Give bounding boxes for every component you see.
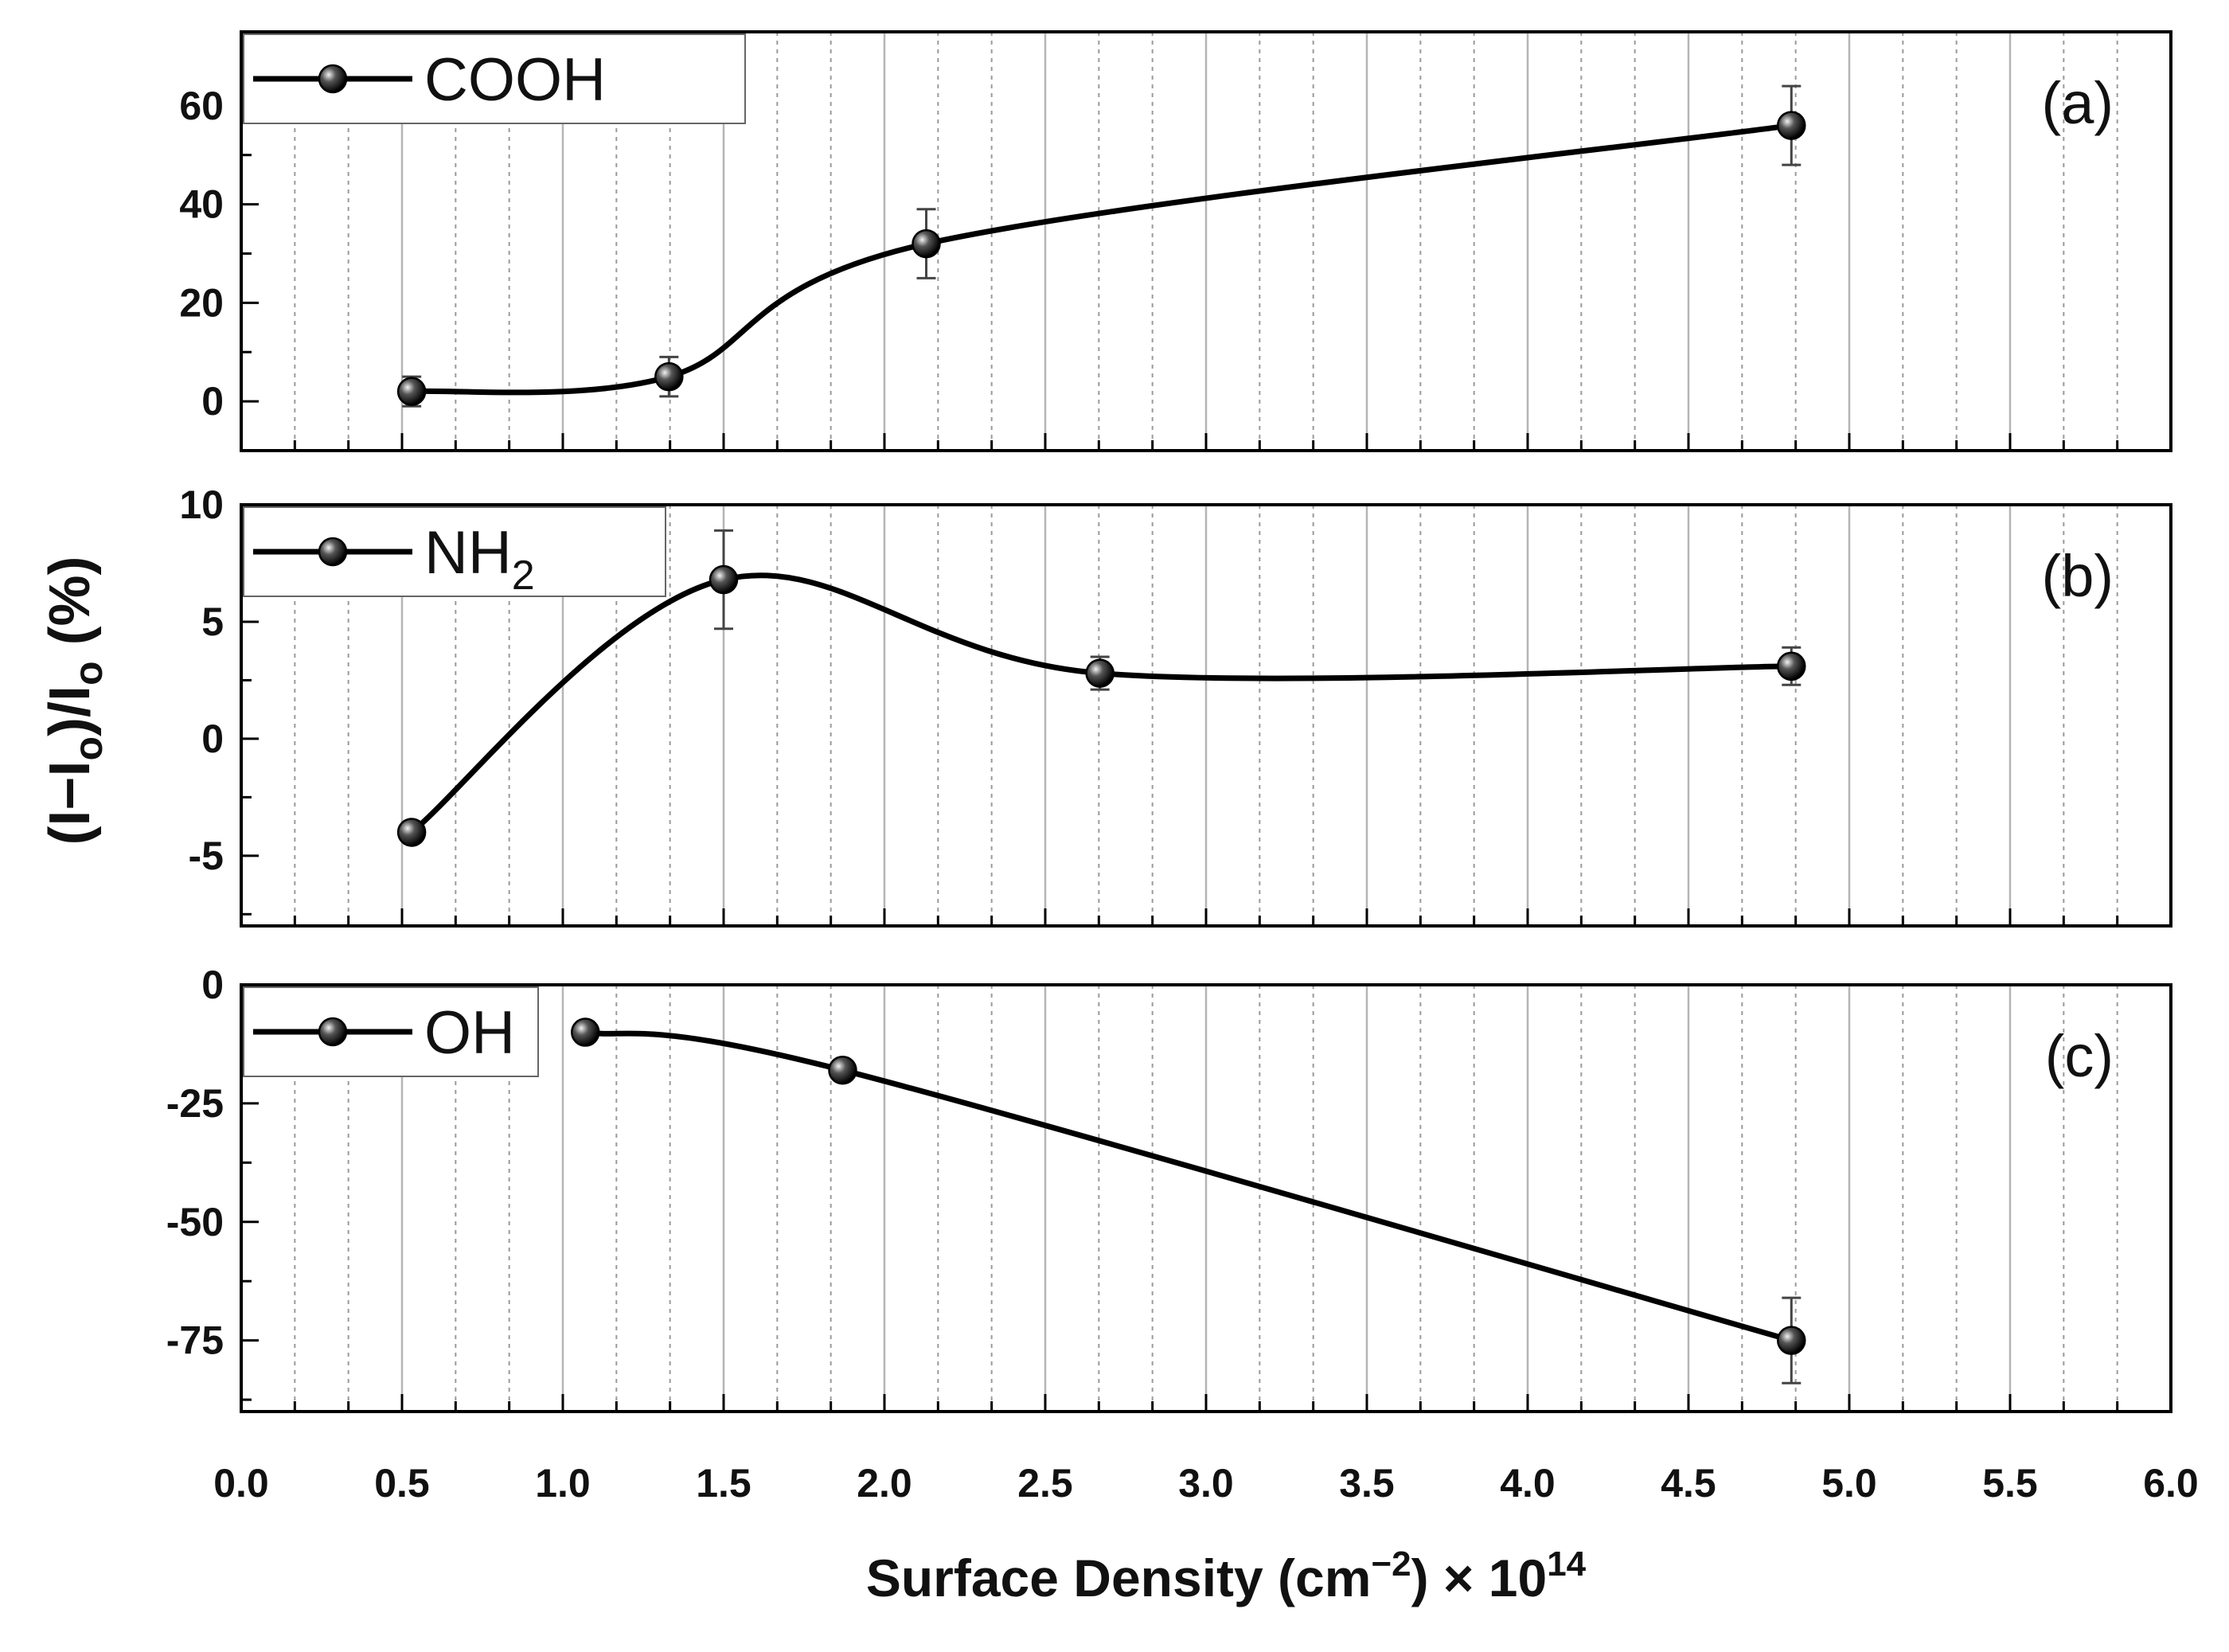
x-tick-label: 0.0 (213, 1461, 269, 1506)
x-tick-label: 2.0 (857, 1461, 912, 1506)
data-point (571, 1017, 600, 1047)
y-tick-label: 20 (179, 280, 224, 325)
legend-label: OH (424, 999, 515, 1067)
y-tick-label: 5 (201, 599, 224, 644)
legend-label: COOH (424, 46, 606, 114)
data-point (396, 818, 427, 847)
y-tick-label: -50 (166, 1200, 224, 1244)
panel-b: -5 0 5 10 NH2 (b) (179, 482, 2172, 928)
x-tick-label: 2.5 (1017, 1461, 1073, 1506)
x-tick-label: 1.0 (535, 1461, 591, 1506)
x-tick-label: 3.5 (1339, 1461, 1395, 1506)
x-tick-label: 4.0 (1500, 1461, 1556, 1506)
x-tick-label: 1.5 (696, 1461, 751, 1506)
series-line (408, 572, 1794, 835)
plot-frame (240, 30, 2172, 452)
data-point (1085, 658, 1114, 688)
legend-marker (318, 1017, 348, 1047)
x-tick-label: 5.5 (1982, 1461, 2038, 1506)
panel-tag: (b) (2042, 543, 2114, 609)
panel-a: 0 20 40 60 COOH (a) (179, 30, 2172, 452)
data-point (396, 377, 427, 406)
y-tick-label: -5 (189, 834, 224, 878)
plot-frame (240, 503, 2172, 928)
y-tick-label: -25 (166, 1081, 224, 1126)
data-point (1777, 111, 1806, 140)
panel-tag: (a) (2042, 70, 2114, 136)
data-point (654, 361, 684, 392)
x-tick-labels: 0.0 0.5 1.0 1.5 2.0 2.5 3.0 3.5 4.0 4.5 5.0 5.5 6.0 (213, 1461, 2199, 1506)
data-point (828, 1055, 857, 1085)
y-tick-label: 10 (179, 482, 224, 527)
data-point (709, 564, 739, 595)
y-tick-label: 0 (201, 379, 224, 424)
panel-c: 0 -25 -50 -75 OH (c) (166, 963, 2172, 1413)
x-tick-label: 0.5 (374, 1461, 430, 1506)
y-tick-label: 40 (179, 182, 224, 227)
legend-marker (318, 64, 348, 94)
y-axis-label: (I−Io)/Io (%) (38, 556, 111, 845)
series-line (408, 123, 1794, 396)
data-point (1777, 1326, 1806, 1355)
x-tick-label: 6.0 (2143, 1461, 2199, 1506)
y-tick-label: -75 (166, 1318, 224, 1363)
series-line (582, 1029, 1794, 1344)
x-tick-label: 5.0 (1821, 1461, 1877, 1506)
y-tick-label: 0 (201, 717, 224, 761)
panel-tag: (c) (2045, 1023, 2114, 1089)
x-tick-label: 4.5 (1661, 1461, 1716, 1506)
legend-label: NH2 (424, 519, 535, 599)
data-point (912, 228, 941, 259)
data-point (1777, 651, 1806, 681)
x-axis-label: Surface Density (cm−2) × 1014 (866, 1545, 1587, 1607)
plot-frame (240, 983, 2172, 1413)
x-tick-label: 3.0 (1178, 1461, 1234, 1506)
y-tick-label: 0 (201, 963, 224, 1007)
y-tick-label: 60 (179, 84, 224, 128)
legend-marker (318, 537, 348, 567)
